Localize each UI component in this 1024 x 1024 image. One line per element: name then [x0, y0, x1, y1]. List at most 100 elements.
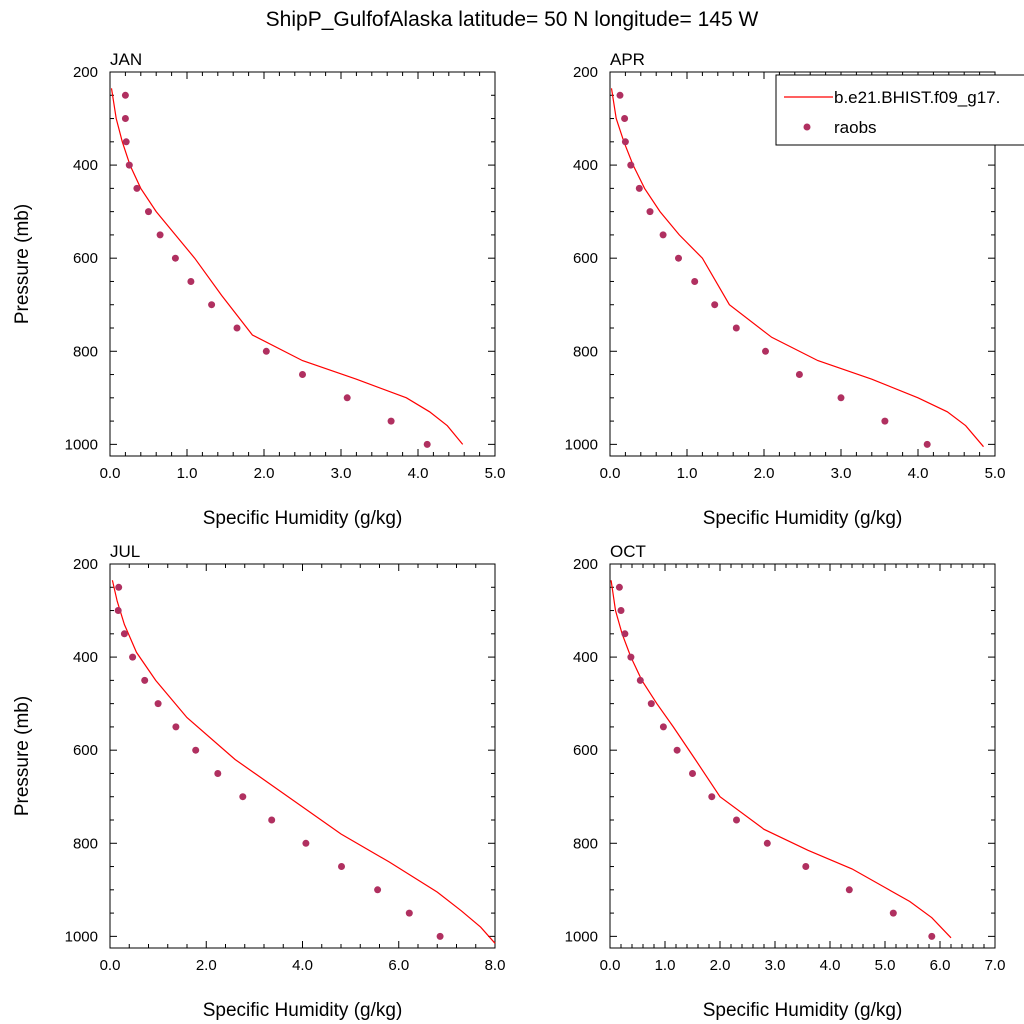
raobs-point	[889, 909, 897, 917]
legend-obs-marker-swatch	[803, 123, 811, 131]
raobs-point	[802, 863, 810, 870]
y-tick-label: 400	[73, 649, 98, 666]
raobs-point	[732, 324, 740, 332]
raobs-point	[708, 793, 716, 801]
y-tick-label: 200	[573, 556, 598, 573]
raobs-point	[647, 700, 655, 708]
raobs-point	[208, 301, 216, 309]
raobs-point	[616, 91, 624, 99]
y-tick-label: 1000	[65, 928, 98, 945]
raobs-point	[114, 607, 122, 614]
x-tick-label: 5.0	[485, 465, 506, 482]
raobs-point	[302, 839, 310, 847]
raobs-point	[845, 886, 853, 894]
raobs-point	[923, 440, 931, 448]
raobs-point	[795, 371, 803, 378]
panel-title: OCT	[610, 542, 646, 561]
x-tick-label: 0.0	[600, 465, 621, 482]
raobs-point	[636, 676, 644, 684]
y-tick-label: 400	[573, 157, 598, 174]
model-line	[610, 88, 984, 448]
raobs-point	[387, 417, 395, 425]
raobs-point	[675, 254, 682, 262]
figure-title: ShipP_GulfofAlaska latitude= 50 N longit…	[266, 8, 759, 31]
x-tick-label: 2.0	[196, 957, 217, 974]
x-tick-label: 5.0	[875, 957, 896, 974]
raobs-point	[121, 115, 129, 122]
raobs-point	[627, 161, 635, 169]
raobs-point	[436, 932, 444, 940]
panel-title: JUL	[110, 542, 140, 561]
panel-oct: OCT 0.0 1.0 2.0 3.0 4.0 5.0 6.0 7.0 200 400 600 800 1…	[565, 542, 1006, 1021]
raobs-point	[646, 208, 654, 216]
y-tick-label: 600	[73, 742, 98, 759]
raobs-point	[689, 770, 696, 777]
x-tick-label: 6.0	[930, 957, 951, 974]
y-tick-label: 600	[573, 250, 598, 267]
raobs-point	[733, 816, 740, 824]
model-line	[610, 580, 952, 939]
x-tick-label: 4.0	[292, 957, 313, 974]
raobs-point	[635, 184, 643, 192]
plot-frame	[609, 563, 996, 949]
raobs-point	[239, 793, 247, 801]
raobs-point	[262, 347, 270, 355]
raobs-point	[172, 723, 180, 731]
raobs-point	[120, 630, 128, 638]
x-axis-label: Specific Humidity (g/kg)	[703, 1000, 903, 1021]
raobs-point	[617, 607, 625, 614]
x-tick-label: 2.0	[710, 957, 731, 974]
raobs-point	[122, 138, 130, 146]
raobs-point	[673, 746, 681, 754]
x-tick-label: 8.0	[485, 957, 506, 974]
model-line	[111, 580, 496, 944]
plot-frame	[109, 71, 496, 457]
x-tick-label: 1.0	[677, 465, 698, 482]
panels-group: JAN 0.0 1.0 2.0 3.0 4.0 5.0 200 400 600 800 1000 Spe…	[12, 50, 1005, 1021]
panel-title: JAN	[110, 50, 142, 69]
x-tick-label: 2.0	[254, 465, 275, 482]
raobs-point	[621, 115, 629, 122]
x-tick-label: 6.0	[388, 957, 409, 974]
panel-jul: JUL 0.0 2.0 4.0 6.0 8.0 200 400 600 800 1000 Specif…	[12, 542, 505, 1021]
y-tick-label: 400	[73, 157, 98, 174]
y-tick-label: 800	[73, 343, 98, 360]
raobs-point	[154, 700, 162, 708]
raobs-point	[691, 278, 699, 285]
raobs-point	[423, 440, 431, 448]
panel-title: APR	[610, 50, 645, 69]
model-line	[110, 88, 464, 445]
raobs-point	[129, 653, 137, 661]
x-tick-label: 0.0	[600, 957, 621, 974]
y-tick-label: 800	[73, 835, 98, 852]
raobs-point	[115, 583, 123, 591]
raobs-point	[621, 630, 629, 638]
y-tick-label: 400	[573, 649, 598, 666]
y-tick-label: 200	[73, 556, 98, 573]
raobs-point	[659, 723, 667, 731]
x-axis-label: Specific Humidity (g/kg)	[203, 1000, 403, 1021]
raobs-point	[338, 863, 345, 870]
legend: b.e21.BHIST.f09_g17. raobs	[775, 74, 1024, 146]
plot-frame	[109, 563, 496, 949]
y-tick-label: 800	[573, 835, 598, 852]
plot-frame	[609, 71, 996, 457]
x-tick-label: 1.0	[177, 465, 198, 482]
raobs-point	[621, 138, 629, 146]
x-tick-label: 1.0	[655, 957, 676, 974]
x-tick-label: 3.0	[831, 465, 852, 482]
raobs-point	[374, 886, 382, 894]
raobs-point	[145, 208, 152, 216]
raobs-point	[763, 839, 771, 847]
legend-model-label: b.e21.BHIST.f09_g17.	[834, 88, 1000, 107]
y-tick-label: 800	[573, 343, 598, 360]
x-tick-label: 7.0	[985, 957, 1006, 974]
legend-obs-label: raobs	[834, 118, 877, 137]
x-tick-label: 5.0	[985, 465, 1006, 482]
x-tick-label: 3.0	[765, 957, 786, 974]
raobs-point	[615, 583, 623, 591]
x-axis-label: Specific Humidity (g/kg)	[703, 508, 903, 529]
y-tick-label: 1000	[65, 436, 98, 453]
y-tick-label: 1000	[565, 928, 598, 945]
